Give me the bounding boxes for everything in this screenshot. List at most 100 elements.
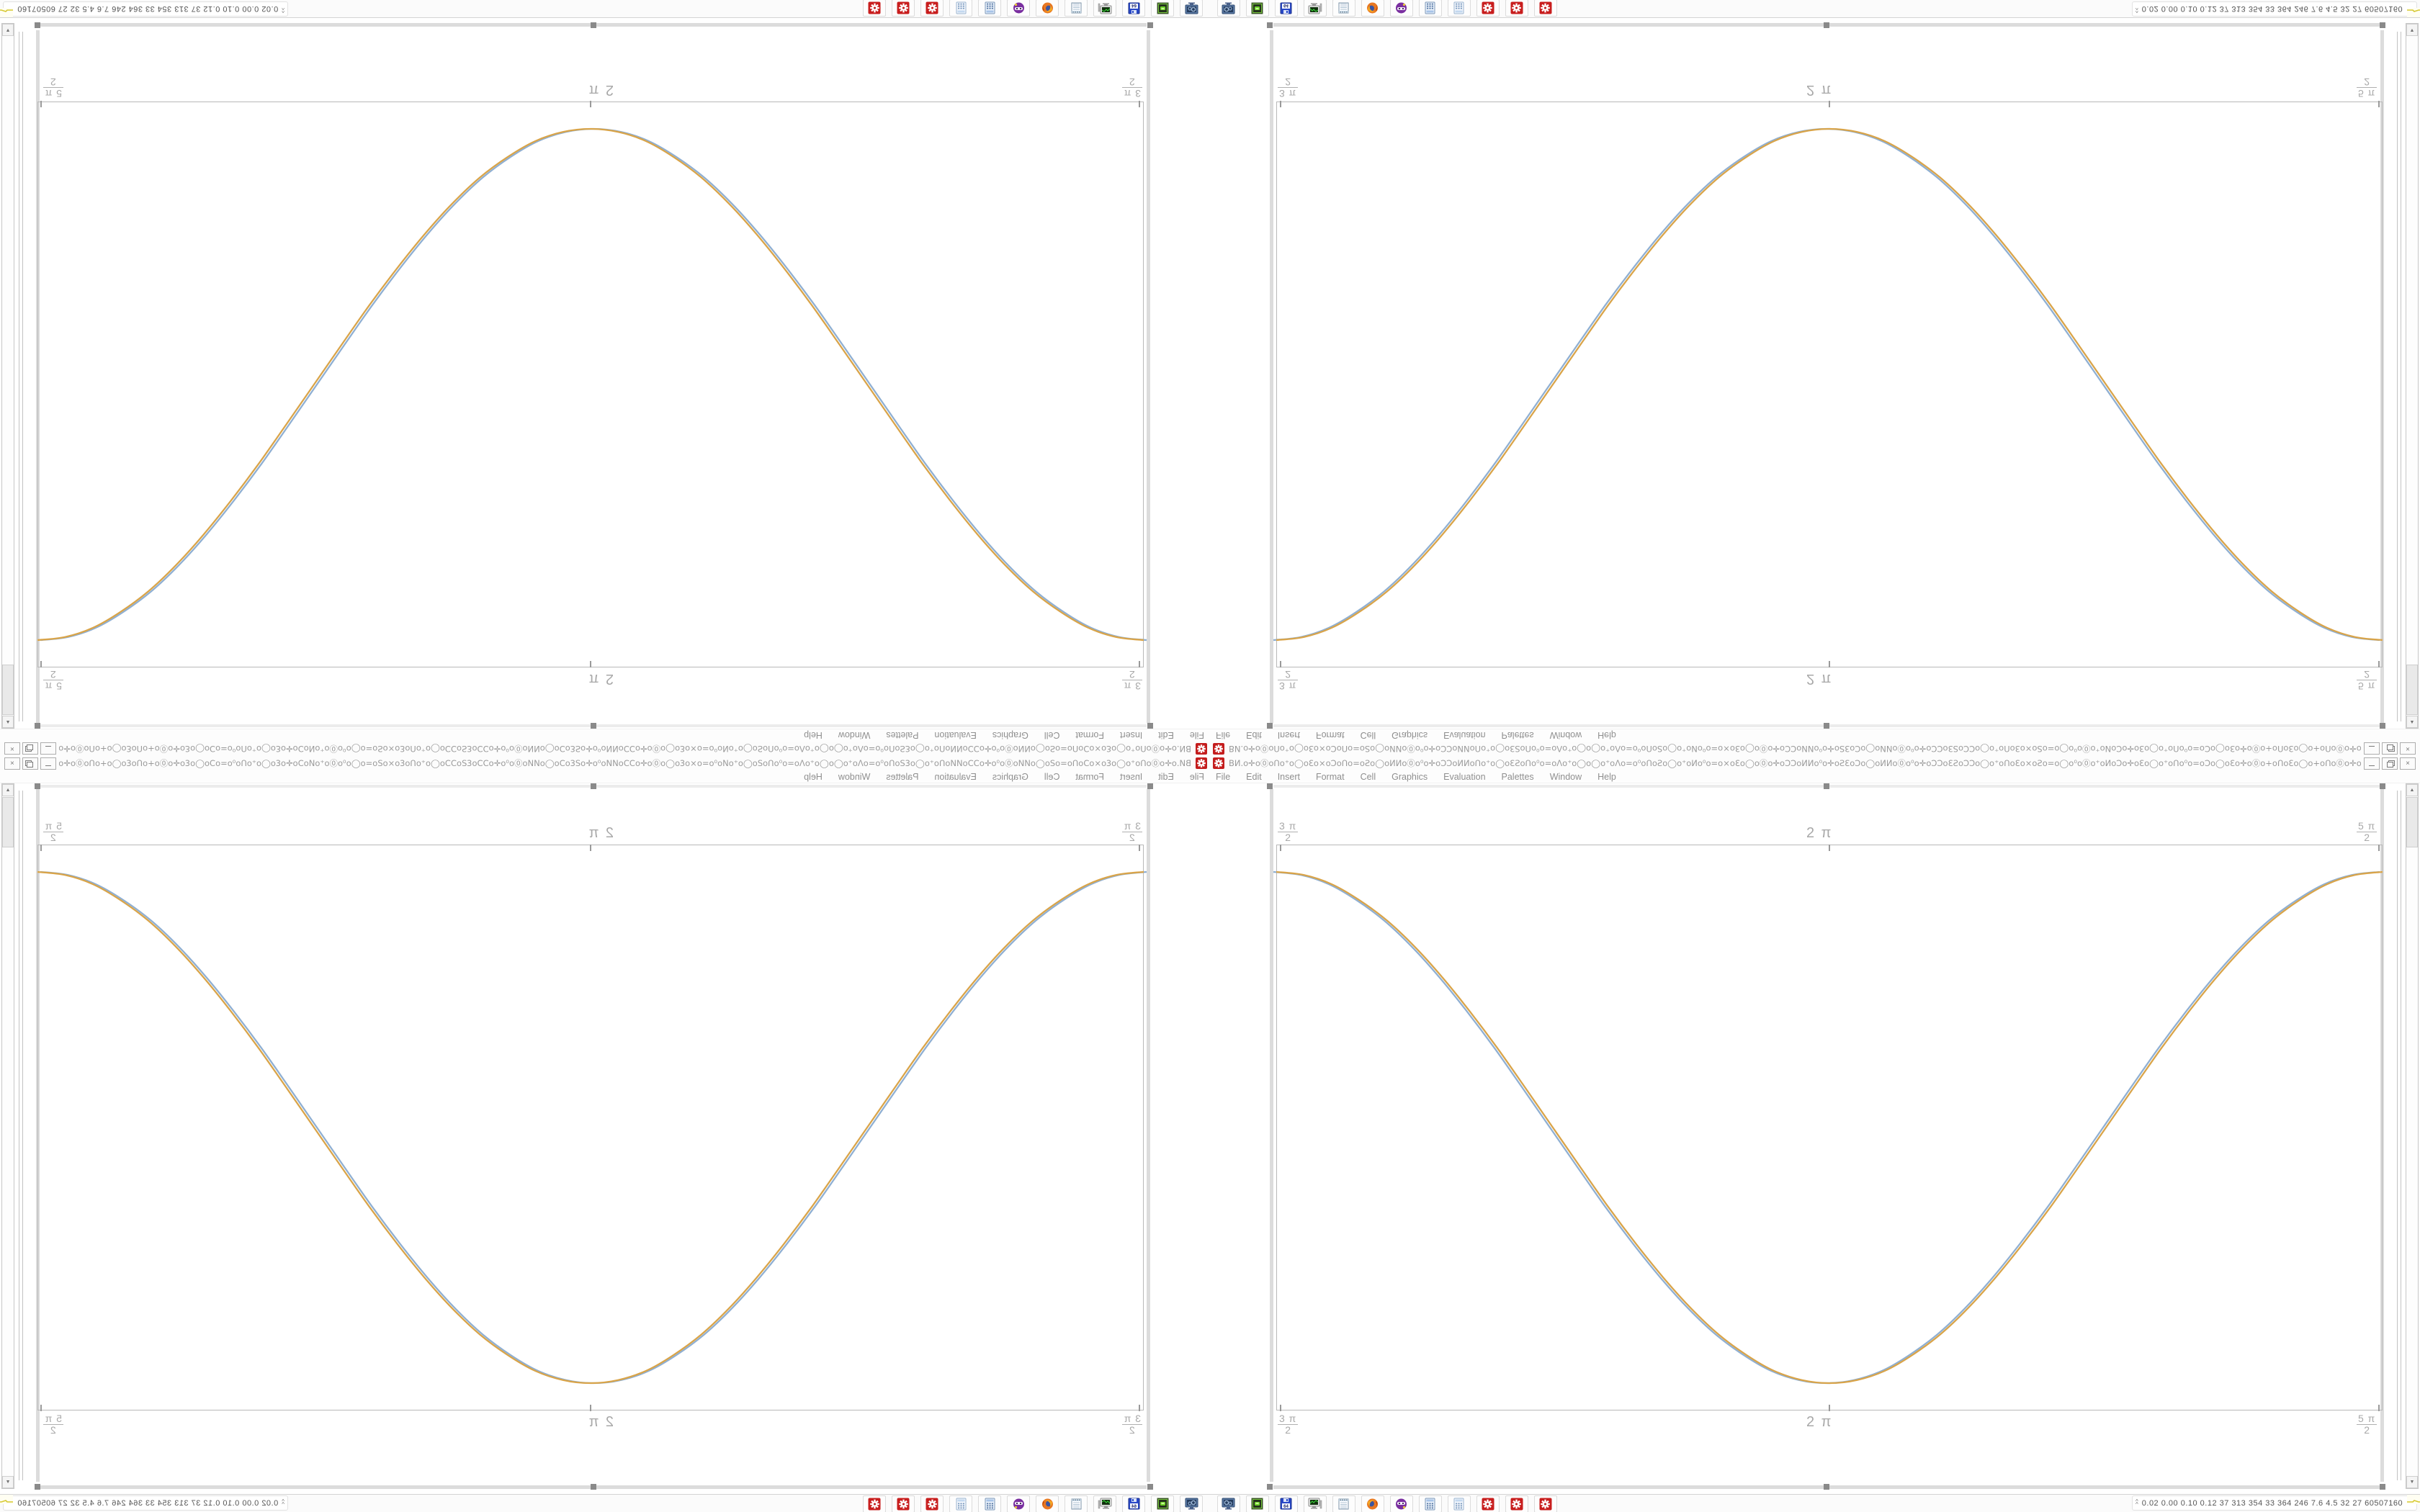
launcher-mathematica-icon[interactable] (892, 1495, 915, 1512)
selection-handle[interactable] (35, 1484, 40, 1490)
launcher-mathematica-icon[interactable] (1505, 1495, 1528, 1512)
cell-bracket[interactable] (2397, 791, 2398, 1480)
scrollbar-thumb[interactable] (2, 665, 14, 715)
minimize-button[interactable] (2364, 757, 2380, 770)
selection-handle[interactable] (1267, 22, 1273, 28)
launcher-mathematica-icon[interactable] (863, 0, 886, 17)
scroll-up-icon[interactable]: ▲ (2, 716, 14, 728)
menu-item-graphics[interactable]: Graphics (992, 771, 1028, 782)
launcher-mathematica-icon[interactable] (863, 1495, 886, 1512)
system-tray[interactable]: ^ ^ 0.02 0.00 0.10 0.12 37 313 354 33 364… (0, 1, 288, 17)
launcher-calculator-alt-icon[interactable] (949, 0, 972, 17)
menu-item-evaluation[interactable]: Evaluation (1443, 730, 1486, 741)
launcher-green-package-icon[interactable] (1151, 0, 1174, 17)
selection-handle[interactable] (1267, 1484, 1273, 1490)
hidden-icons-chevron[interactable]: ^ ^ (282, 4, 284, 14)
launcher-notepad-icon[interactable] (1332, 1495, 1355, 1512)
minimize-button[interactable] (40, 742, 56, 755)
launcher-performance-monitor-icon[interactable] (1093, 0, 1116, 17)
menu-item-file[interactable]: File (1189, 771, 1204, 782)
selection-handle[interactable] (1824, 22, 1829, 28)
scroll-down-icon[interactable]: ▼ (2, 1476, 14, 1488)
launcher-notepad-icon[interactable] (1065, 1495, 1088, 1512)
launcher-purple-mask-icon[interactable] (1390, 1495, 1413, 1512)
window-titlebar[interactable]: ВИ.о✛о⓪оՈо⁺о◯оƐо×оƆоՈо=оƧо◯оИИо⓪о⁰о✛оƆƆо… (0, 742, 1210, 756)
menu-item-window[interactable]: Window (1549, 730, 1582, 741)
launcher-performance-monitor-icon[interactable] (1304, 0, 1327, 17)
menu-item-evaluation[interactable]: Evaluation (1443, 771, 1486, 782)
scroll-down-icon[interactable]: ▼ (2, 24, 14, 36)
selection-handle[interactable] (2380, 723, 2385, 729)
selection-handle[interactable] (591, 22, 596, 28)
launcher-calculator-icon[interactable] (1419, 0, 1442, 17)
selection-handle[interactable] (2380, 1484, 2385, 1490)
hidden-icons-chevron[interactable]: ^ ^ (2136, 1498, 2138, 1508)
menu-item-file[interactable]: File (1216, 730, 1231, 741)
menu-item-graphics[interactable]: Graphics (992, 730, 1028, 741)
launcher-green-package-icon[interactable] (1246, 0, 1269, 17)
system-tray[interactable]: ^ ^ 0.02 0.00 0.10 0.12 37 313 354 33 364… (0, 1495, 288, 1511)
launcher-green-package-icon[interactable] (1246, 1495, 1269, 1512)
selection-handle[interactable] (1147, 1484, 1153, 1490)
cell-bracket[interactable] (22, 32, 23, 721)
launcher-calculator-alt-icon[interactable] (1448, 0, 1471, 17)
menu-item-format[interactable]: Format (1315, 771, 1345, 782)
menu-item-palettes[interactable]: Palettes (886, 730, 919, 741)
menu-item-insert[interactable]: Insert (1120, 730, 1143, 741)
menu-item-edit[interactable]: Edit (1158, 771, 1174, 782)
scrollbar-thumb[interactable] (2406, 665, 2418, 715)
vertical-scrollbar[interactable]: ▲ ▼ (1, 783, 14, 1489)
menu-item-help[interactable]: Help (804, 771, 823, 782)
launcher-mathematica-icon[interactable] (920, 1495, 944, 1512)
menu-item-graphics[interactable]: Graphics (1392, 771, 1428, 782)
menu-item-cell[interactable]: Cell (1360, 730, 1376, 741)
menu-item-edit[interactable]: Edit (1158, 730, 1174, 741)
menu-item-format[interactable]: Format (1315, 730, 1345, 741)
close-button[interactable]: × (4, 757, 20, 770)
launcher-firefox-icon[interactable] (1036, 1495, 1059, 1512)
selection-handle[interactable] (1267, 723, 1273, 729)
hidden-icons-chevron[interactable]: ^ ^ (282, 1498, 284, 1508)
launcher-display-settings-icon[interactable] (1180, 1495, 1203, 1512)
menu-item-palettes[interactable]: Palettes (886, 771, 919, 782)
close-button[interactable]: × (2400, 757, 2416, 770)
selection-handle[interactable] (591, 723, 596, 729)
cell-bracket[interactable] (22, 791, 23, 1480)
restore-button[interactable] (22, 757, 38, 770)
launcher-calculator-icon[interactable] (978, 0, 1001, 17)
launcher-notepad-icon[interactable] (1065, 0, 1088, 17)
selection-handle[interactable] (35, 22, 40, 28)
menu-item-window[interactable]: Window (838, 730, 871, 741)
launcher-floppy-64-icon[interactable]: 64 (1275, 0, 1298, 17)
menu-item-cell[interactable]: Cell (1360, 771, 1376, 782)
launcher-mathematica-icon[interactable] (1476, 0, 1500, 17)
launcher-mathematica-icon[interactable] (1505, 0, 1528, 17)
close-button[interactable]: × (2400, 742, 2416, 755)
launcher-mathematica-icon[interactable] (892, 0, 915, 17)
scrollbar-thumb[interactable] (2406, 797, 2418, 847)
minimize-button[interactable] (2364, 742, 2380, 755)
scroll-down-icon[interactable]: ▼ (2406, 1476, 2418, 1488)
menu-item-edit[interactable]: Edit (1246, 771, 1262, 782)
graphic-selection-left[interactable] (1270, 30, 1273, 723)
menu-item-help[interactable]: Help (804, 730, 823, 741)
selection-handle[interactable] (1824, 1484, 1829, 1490)
menu-item-insert[interactable]: Insert (1120, 771, 1143, 782)
graphic-selection-left[interactable] (1147, 30, 1150, 723)
restore-button[interactable] (22, 742, 38, 755)
menu-item-window[interactable]: Window (838, 771, 871, 782)
selection-handle[interactable] (2380, 783, 2385, 789)
scrollbar-thumb[interactable] (2, 797, 14, 847)
menu-item-evaluation[interactable]: Evaluation (934, 771, 977, 782)
menu-item-file[interactable]: File (1216, 771, 1231, 782)
launcher-display-settings-icon[interactable] (1217, 1495, 1240, 1512)
launcher-calculator-alt-icon[interactable] (1448, 1495, 1471, 1512)
selection-handle[interactable] (35, 783, 40, 789)
window-titlebar[interactable]: ВИ.о✛о⓪оՈо⁺о◯оƐо×оƆоՈо=оƧо◯оИИо⓪о⁰о✛оƆƆо… (1210, 742, 2420, 756)
menu-item-help[interactable]: Help (1597, 771, 1616, 782)
launcher-notepad-icon[interactable] (1332, 0, 1355, 17)
launcher-mathematica-icon[interactable] (1476, 1495, 1500, 1512)
launcher-performance-monitor-icon[interactable] (1304, 1495, 1327, 1512)
launcher-mathematica-icon[interactable] (920, 0, 944, 17)
menu-item-format[interactable]: Format (1075, 771, 1105, 782)
